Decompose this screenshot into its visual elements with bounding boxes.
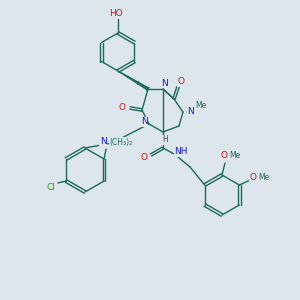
Text: Me: Me: [258, 172, 270, 182]
Text: N: N: [100, 137, 106, 146]
Text: O: O: [178, 77, 184, 86]
Text: N: N: [188, 106, 194, 116]
Text: Cl: Cl: [46, 182, 56, 191]
Text: O: O: [250, 172, 257, 182]
Text: N: N: [160, 79, 167, 88]
Text: Me: Me: [229, 151, 240, 160]
Text: HO: HO: [109, 8, 123, 17]
Text: Me: Me: [195, 101, 207, 110]
Text: O: O: [140, 152, 148, 161]
Text: N: N: [141, 118, 147, 127]
Text: NH: NH: [174, 148, 188, 157]
Polygon shape: [118, 71, 148, 90]
Text: H: H: [162, 136, 168, 145]
Text: O: O: [118, 103, 125, 112]
Text: O: O: [220, 151, 227, 160]
Text: (CH₃)₂: (CH₃)₂: [109, 137, 132, 146]
